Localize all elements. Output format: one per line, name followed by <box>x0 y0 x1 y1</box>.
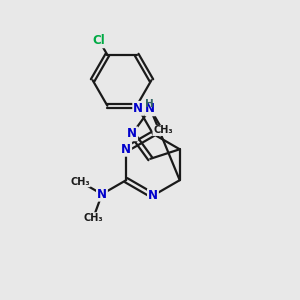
Text: CH₃: CH₃ <box>70 177 90 187</box>
Text: N: N <box>145 102 155 115</box>
Text: CH₃: CH₃ <box>84 213 103 223</box>
Text: N: N <box>148 189 158 202</box>
Text: N: N <box>97 188 107 201</box>
Text: Cl: Cl <box>93 34 106 47</box>
Text: N: N <box>121 143 131 156</box>
Text: N: N <box>127 127 137 140</box>
Text: CH₃: CH₃ <box>153 125 172 136</box>
Text: H: H <box>145 99 154 109</box>
Text: N: N <box>133 102 143 115</box>
